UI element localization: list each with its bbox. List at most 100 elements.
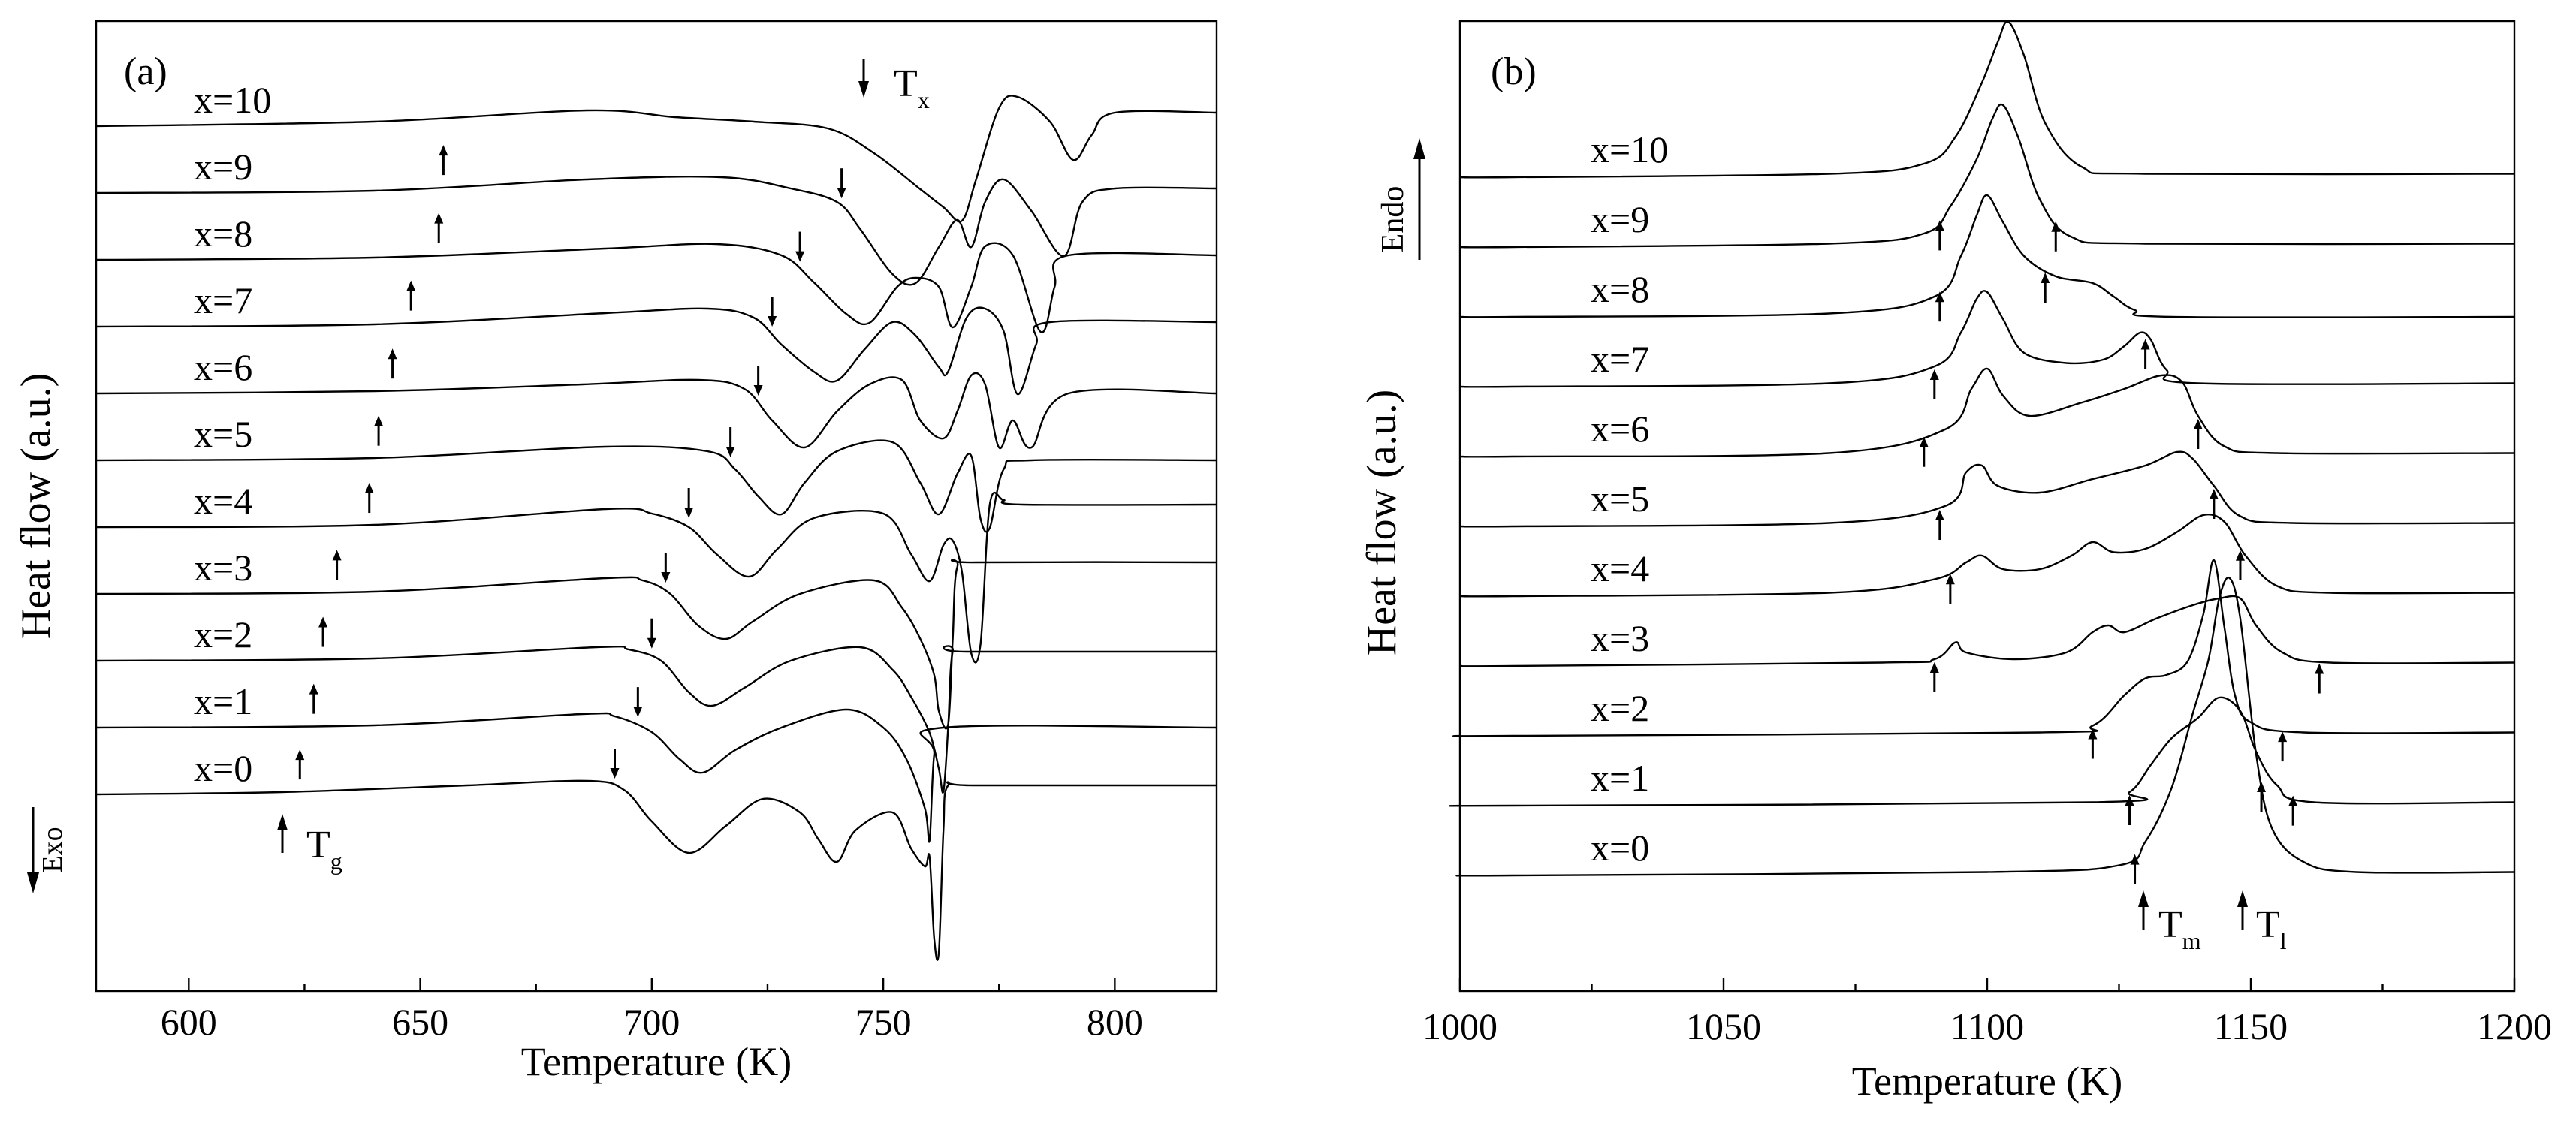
panel-a-tick-label: 750	[855, 1001, 912, 1043]
panel-b-curve-x=3	[1459, 595, 2515, 667]
panel-b-tm-arrow-x=5-head	[1935, 510, 1944, 521]
endo-arrow-head	[1413, 138, 1425, 159]
panel-b-tl-arrow-x=7-head	[2140, 339, 2150, 350]
panel-a-tick-label: 800	[1087, 1001, 1143, 1043]
panel-b-tl-arrow-x=0-head	[2257, 782, 2267, 792]
panel-a-tx-arrow-x=3-head	[661, 572, 671, 583]
panel-b-tm-arrow-x=4-head	[1945, 574, 1955, 585]
panel-b-tl-arrow-x=6-head	[2193, 419, 2203, 429]
panel-a-tg-arrow-x=9	[439, 145, 448, 176]
panel-a-series-label: x=5	[194, 413, 252, 455]
panel-b-series-label: x=4	[1591, 547, 1649, 589]
panel-a-tx-arrow-x=9	[837, 168, 846, 199]
panel-a-series-label: x=4	[194, 480, 252, 522]
panel-a-tg-arrow-x=5	[374, 415, 384, 446]
panel-b-series-label: x=0	[1591, 827, 1649, 869]
panel-a-curve-x=4	[95, 492, 1217, 664]
tg-legend-subscript: g	[330, 848, 342, 875]
panel-a-curve-x=2	[95, 645, 1217, 794]
panel-a-series-label: x=0	[194, 747, 252, 789]
panel-b-curve-x=8	[1459, 194, 2515, 318]
panel-a-tg-arrow-x=4	[364, 483, 374, 514]
panel-a-tg-arrow-x=5-head	[374, 415, 384, 426]
panel-a-tx-arrow-x=8-head	[795, 251, 805, 262]
panel-a-tx-arrow-x=5-head	[725, 447, 735, 457]
panel-b-series-label: x=2	[1591, 687, 1649, 729]
panel-b-tm-arrow-x=1-head	[2125, 795, 2134, 806]
panel-b-series-labels: x=10 x=9 x=8 x=7 x=6 x=5 x=4 x=3 x=2 x=1 x=0	[1591, 128, 1668, 869]
panel-b-tm-arrow-x=2-head	[2088, 728, 2098, 740]
panel-a-x-axis-label: Temperature (K)	[521, 1039, 792, 1084]
panel-a-tg-arrow-x=7	[406, 280, 416, 311]
panel-b-endo-label: Endo	[1376, 186, 1410, 253]
tx-legend-base: T	[894, 62, 918, 105]
panel-a-tick-label: 600	[161, 1001, 217, 1043]
panel-a-series-label: x=3	[194, 547, 252, 589]
panel-a-x-ticks: 600 650 700 750 800	[161, 978, 1143, 1043]
panel-b-tm-arrow-x=3-head	[1929, 662, 1939, 673]
panel-a-tx-arrow-x=2	[647, 618, 656, 649]
panel-a-tx-arrow-x=6	[753, 366, 763, 396]
panel-b-tl-arrow-x=6	[2193, 419, 2203, 449]
tx-legend-subscript: x	[918, 86, 930, 113]
panel-a-series-label: x=8	[194, 212, 252, 255]
panel-a-tg-arrow-x=3-head	[332, 550, 342, 561]
panel-a-tick-label: 700	[623, 1001, 680, 1043]
panel-a-tx-arrow-x=0	[610, 749, 620, 779]
panel-a-series-labels: x=10 x=9 x=8 x=7 x=6 x=5 x=4 x=3 x=2 x=1 x=0	[194, 79, 271, 789]
panel-a-tg-arrow-x=6-head	[388, 348, 397, 360]
panel-a-curve-x=0	[95, 779, 1217, 961]
panel-b-tl-arrow-x=2-head	[2278, 731, 2288, 743]
panel-a-tg-arrow-x=2	[318, 616, 328, 647]
panel-b-tl-arrow-x=4	[2235, 550, 2245, 580]
panel-a-tg-arrow-x=1-head	[309, 683, 318, 695]
panel-b-curve-x=0	[1455, 576, 2515, 877]
panel-b-tm-arrow-x=4	[1945, 574, 1955, 604]
panel-b-tm-arrow-x=8-head	[1935, 291, 1944, 303]
panel-b-curve-x=1	[1449, 696, 2515, 807]
panel-a-tx-arrow-x=0-head	[610, 768, 620, 779]
panel-b-curve-x=6	[1459, 367, 2515, 458]
panel-a-tg-arrow-x=4-head	[364, 483, 374, 494]
panel-b-curve-x=2	[1452, 559, 2515, 737]
panel-b-tl-arrow-x=1-head	[2288, 795, 2298, 806]
tg-legend-base: T	[306, 824, 330, 866]
panel-b-tick-label: 1100	[1950, 1005, 2024, 1047]
panel-b-tl-arrow-x=4-head	[2235, 550, 2245, 561]
panel-b-curve-x=4	[1459, 514, 2515, 598]
panel-a-tg-arrow-x=8-head	[434, 212, 444, 224]
panel-a: (a) 600 650 700 750 800 x=10x=9x=8x=7x=6x=5x…	[13, 20, 1218, 1084]
tl-legend-label: Tl	[2256, 903, 2287, 954]
panel-b-series-label: x=8	[1591, 268, 1649, 310]
tx-legend-label: Tx	[894, 62, 930, 113]
panel-b-tm-arrow-x=3	[1929, 662, 1939, 692]
panel-b-tl-arrow-x=1	[2288, 795, 2298, 826]
panel-b-series-label: x=1	[1591, 757, 1649, 799]
panel-b-series-label: x=6	[1591, 408, 1649, 450]
panel-a-series-label: x=10	[194, 79, 271, 121]
panel-a-tg-arrow-x=3	[332, 550, 342, 580]
panel-b-tick-label: 1200	[2477, 1005, 2552, 1047]
panel-a-tx-arrow-x=1-head	[633, 707, 643, 718]
panel-b-tl-arrow-x=3-head	[2315, 663, 2324, 674]
panel-a-curves	[95, 95, 1217, 961]
panel-b-tm-arrow-x=0	[2130, 854, 2140, 884]
panel-a-tx-arrow-x=6-head	[753, 385, 763, 396]
tg-legend-arrow-head	[277, 814, 288, 830]
panel-a-tick-label: 650	[392, 1001, 448, 1043]
panel-a-tg-arrow-x=9-head	[439, 145, 448, 156]
tl-legend-base: T	[2256, 903, 2280, 946]
panel-a-label: (a)	[124, 50, 167, 93]
panel-b-tm-arrow-x=6-head	[1919, 436, 1929, 447]
panel-a-tg-arrow-x=6	[388, 348, 397, 379]
panel-b-x-axis-label: Temperature (K)	[1852, 1059, 2123, 1104]
tg-legend-label: Tg	[306, 824, 342, 875]
panel-b-tl-arrow-x=9	[2051, 221, 2061, 252]
panel-a-arrows	[295, 145, 846, 780]
tl-legend-arrow-head	[2237, 890, 2248, 907]
panel-a-curve-x=7	[95, 306, 1217, 396]
panel-b-series-label: x=5	[1591, 478, 1649, 520]
panel-a-tg-arrow-x=0	[295, 749, 305, 780]
panel-b-tm-arrow-x=5	[1935, 510, 1944, 541]
